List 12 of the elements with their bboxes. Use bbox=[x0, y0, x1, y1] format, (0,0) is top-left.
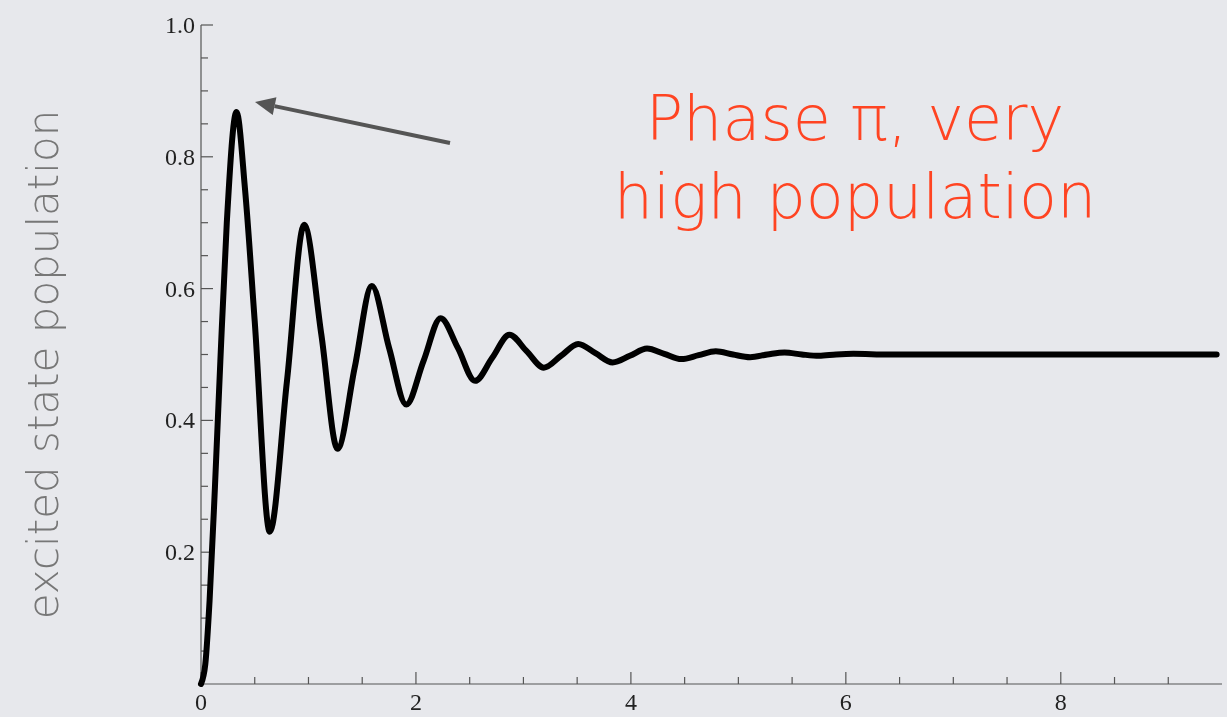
y-axis-title: excited state population bbox=[19, 109, 68, 620]
y-tick-label: 0.6 bbox=[165, 275, 195, 302]
x-tick-label: 0 bbox=[195, 689, 207, 715]
x-tick-label: 2 bbox=[409, 689, 422, 715]
x-tick-label: 4 bbox=[624, 689, 637, 715]
y-tick-label: 0.2 bbox=[165, 539, 195, 566]
x-tick-label: 8 bbox=[1054, 689, 1067, 715]
x-tick-label: 6 bbox=[839, 689, 852, 715]
y-tick-label: 0.4 bbox=[165, 407, 195, 434]
y-tick-label: 1.0 bbox=[165, 12, 195, 38]
annotation: Phase π, very high population bbox=[613, 82, 1097, 233]
y-tick-label: 0.8 bbox=[165, 143, 195, 170]
